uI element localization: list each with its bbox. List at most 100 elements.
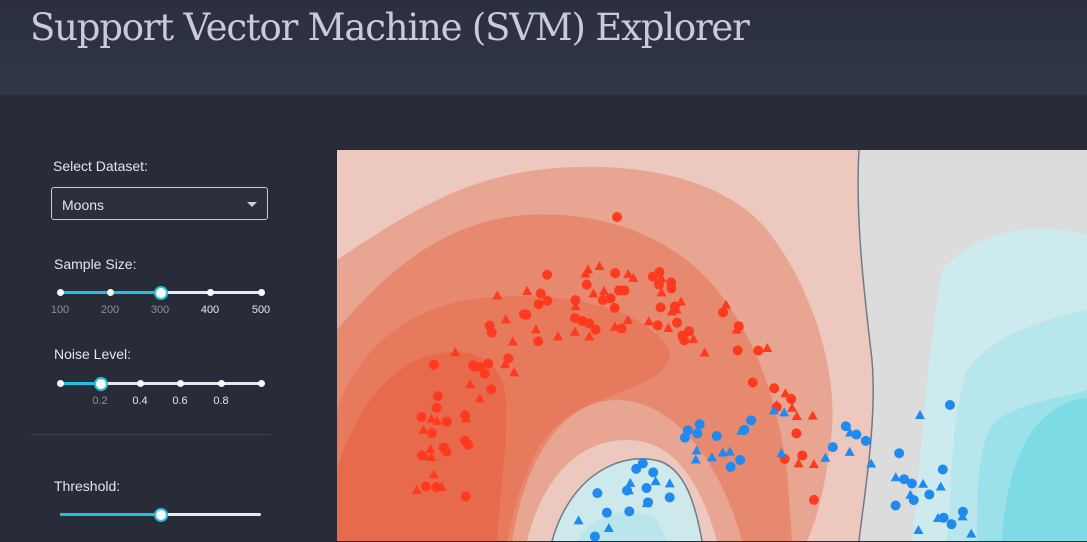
noise-level-label: Noise Level: xyxy=(54,346,132,362)
triangle-point xyxy=(461,413,472,423)
slider-mark[interactable]: 0.2 xyxy=(92,395,108,407)
decision-contour-graph[interactable] xyxy=(337,150,1087,541)
circle-point xyxy=(605,293,616,304)
slider-step-dot[interactable] xyxy=(177,380,184,387)
triangle-point xyxy=(787,402,798,412)
triangle-point xyxy=(418,424,429,434)
slider-rail[interactable] xyxy=(60,382,261,385)
triangle-point xyxy=(570,301,581,311)
circle-point xyxy=(441,416,452,427)
circle-point xyxy=(797,450,808,461)
triangle-point xyxy=(622,315,633,325)
circle-point xyxy=(616,323,627,334)
triangle-point xyxy=(603,523,614,533)
dataset-selected-value: Moons xyxy=(62,197,105,213)
slider-step-dot[interactable] xyxy=(107,289,114,296)
circle-point xyxy=(486,384,497,395)
circle-point xyxy=(589,531,600,541)
triangle-point xyxy=(793,458,804,468)
circle-point xyxy=(666,283,677,294)
triangle-point xyxy=(492,290,503,300)
slider-mark[interactable]: 200 xyxy=(100,304,120,316)
circle-point xyxy=(906,478,917,489)
slider-handle[interactable] xyxy=(154,286,168,300)
circle-point xyxy=(637,458,648,469)
slider-mark[interactable]: 400 xyxy=(200,304,220,316)
header-banner: Support Vector Machine (SVM) Explorer xyxy=(0,0,1087,95)
triangle-point xyxy=(844,446,855,456)
triangle-point xyxy=(628,272,639,282)
circle-point xyxy=(624,506,635,517)
circle-point xyxy=(460,491,471,502)
slider-step-dot[interactable] xyxy=(57,289,64,296)
slider-track[interactable] xyxy=(60,513,160,516)
triangle-point xyxy=(656,287,667,297)
sample-size-slider[interactable]: 100 200 300 400 500 xyxy=(50,286,272,320)
slider-mark[interactable]: 0.8 xyxy=(213,395,229,407)
circle-point xyxy=(718,307,729,318)
decision-boundary-line xyxy=(857,150,874,541)
slider-step-dot[interactable] xyxy=(258,289,265,296)
circle-point xyxy=(692,428,703,439)
slider-mark[interactable]: 100 xyxy=(50,304,70,316)
slider-step-dot[interactable] xyxy=(137,380,144,387)
circle-point xyxy=(654,266,665,277)
slider-step-dot[interactable] xyxy=(57,380,64,387)
slider-step-dot[interactable] xyxy=(218,380,225,387)
triangle-point xyxy=(706,452,717,462)
circle-point xyxy=(908,495,919,506)
circle-point xyxy=(609,302,620,313)
dataset-label: Select Dataset: xyxy=(53,158,148,174)
triangle-point xyxy=(918,478,929,488)
slider-track[interactable] xyxy=(60,382,100,385)
slider-mark[interactable]: 0.4 xyxy=(132,395,148,407)
noise-level-slider[interactable]: 0.2 0.4 0.6 0.8 xyxy=(50,377,272,411)
decision-boundary-plot[interactable] xyxy=(337,150,1087,541)
triangle-point xyxy=(428,469,439,479)
circle-point xyxy=(438,442,449,453)
slider-mark[interactable]: 500 xyxy=(251,304,271,316)
circle-point xyxy=(597,295,608,306)
circle-point xyxy=(601,507,612,518)
circle-point xyxy=(937,464,948,475)
circle-point xyxy=(631,463,642,474)
triangle-point xyxy=(664,478,675,488)
triangle-point xyxy=(625,477,636,487)
threshold-slider[interactable] xyxy=(50,508,272,542)
circle-point xyxy=(533,299,544,310)
slider-step-dot[interactable] xyxy=(207,289,214,296)
circle-point xyxy=(840,421,851,432)
triangle-point xyxy=(675,296,686,306)
circle-point xyxy=(946,519,957,530)
triangle-point xyxy=(582,264,593,274)
triangle-point xyxy=(957,511,968,521)
triangle-point xyxy=(425,443,436,453)
slider-mark[interactable]: 0.6 xyxy=(172,395,188,407)
circle-point xyxy=(735,454,746,465)
slider-handle[interactable] xyxy=(154,508,168,522)
triangle-point xyxy=(509,367,520,377)
decision-boundary-line-inner xyxy=(551,458,703,541)
slider-mark[interactable]: 300 xyxy=(150,304,170,316)
dataset-dropdown[interactable]: Moons xyxy=(51,187,268,220)
data-points xyxy=(411,212,977,541)
slider-step-dot[interactable] xyxy=(258,380,265,387)
triangle-point xyxy=(779,407,790,417)
circle-point xyxy=(542,269,553,280)
slider-handle[interactable] xyxy=(94,377,108,391)
triangle-point xyxy=(623,269,634,279)
triangle-point xyxy=(671,304,682,314)
triangle-point xyxy=(762,343,773,353)
circle-point xyxy=(619,285,630,296)
chevron-down-icon[interactable] xyxy=(247,202,257,207)
circle-point xyxy=(590,324,601,335)
triangle-point xyxy=(470,362,481,372)
circle-point xyxy=(484,320,495,331)
circle-point xyxy=(428,359,439,370)
triangle-point xyxy=(474,393,485,403)
circle-point xyxy=(432,391,443,402)
triangle-point xyxy=(724,446,735,456)
circle-point xyxy=(612,212,622,222)
circle-point xyxy=(652,320,663,331)
circle-point xyxy=(732,345,743,356)
